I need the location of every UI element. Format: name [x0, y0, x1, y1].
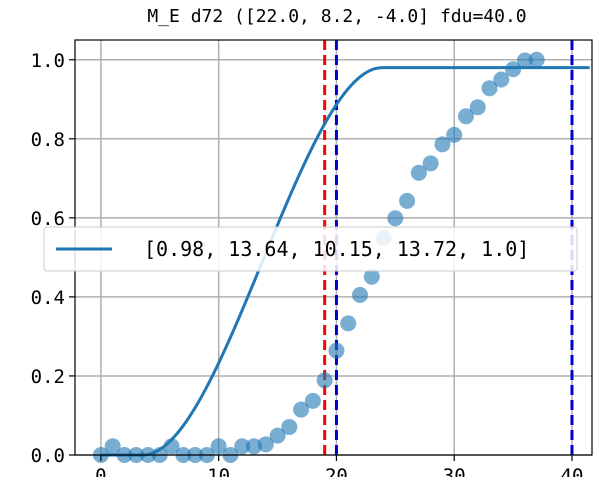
x-tick-label: 20 — [325, 465, 348, 477]
data-point — [457, 108, 474, 125]
data-point — [234, 438, 251, 455]
data-point — [210, 438, 227, 455]
x-axis-ticks: 0 10 20 30 40 — [95, 455, 583, 477]
legend: [0.98, 13.64, 10.15, 13.72, 1.0] — [43, 226, 578, 272]
x-tick-label: 0 — [95, 465, 106, 477]
data-point — [410, 164, 427, 181]
data-point — [446, 126, 463, 143]
data-point — [293, 401, 310, 418]
data-point — [399, 192, 416, 209]
data-point — [340, 315, 357, 332]
data-points — [92, 51, 545, 463]
data-point — [257, 436, 274, 453]
data-point — [505, 61, 522, 78]
data-point — [304, 392, 321, 409]
fit-curve — [100, 66, 590, 457]
data-point — [351, 286, 368, 303]
y-tick-label: 0.0 — [31, 445, 65, 467]
data-point — [246, 438, 263, 455]
x-tick-label: 30 — [443, 465, 466, 477]
x-tick-label: 10 — [207, 465, 230, 477]
y-tick-label: 1.0 — [31, 50, 65, 72]
x-tick-label: 40 — [561, 465, 584, 477]
data-point — [281, 418, 298, 435]
legend-label: [0.98, 13.64, 10.15, 13.72, 1.0] — [144, 237, 529, 261]
data-point — [481, 80, 498, 97]
y-tick-label: 0.4 — [31, 287, 65, 309]
data-point — [104, 438, 121, 455]
y-tick-label: 0.8 — [31, 129, 65, 151]
y-axis-ticks: 0.0 0.2 0.4 0.6 0.8 1.0 — [31, 50, 75, 467]
data-point — [516, 52, 533, 69]
data-point — [434, 136, 451, 153]
y-tick-label: 0.2 — [31, 366, 65, 388]
data-point — [387, 210, 404, 227]
data-point — [363, 268, 380, 285]
data-point — [269, 427, 286, 444]
chart-title: M_E d72 ([22.0, 8.2, -4.0] fdu=40.0 — [147, 6, 526, 27]
data-point — [528, 51, 545, 68]
data-point — [328, 342, 345, 359]
data-point — [316, 372, 333, 389]
legend-box — [43, 226, 578, 272]
data-point — [422, 155, 439, 172]
y-tick-label: 0.6 — [31, 208, 65, 230]
data-point — [493, 71, 510, 88]
data-point — [469, 99, 486, 116]
